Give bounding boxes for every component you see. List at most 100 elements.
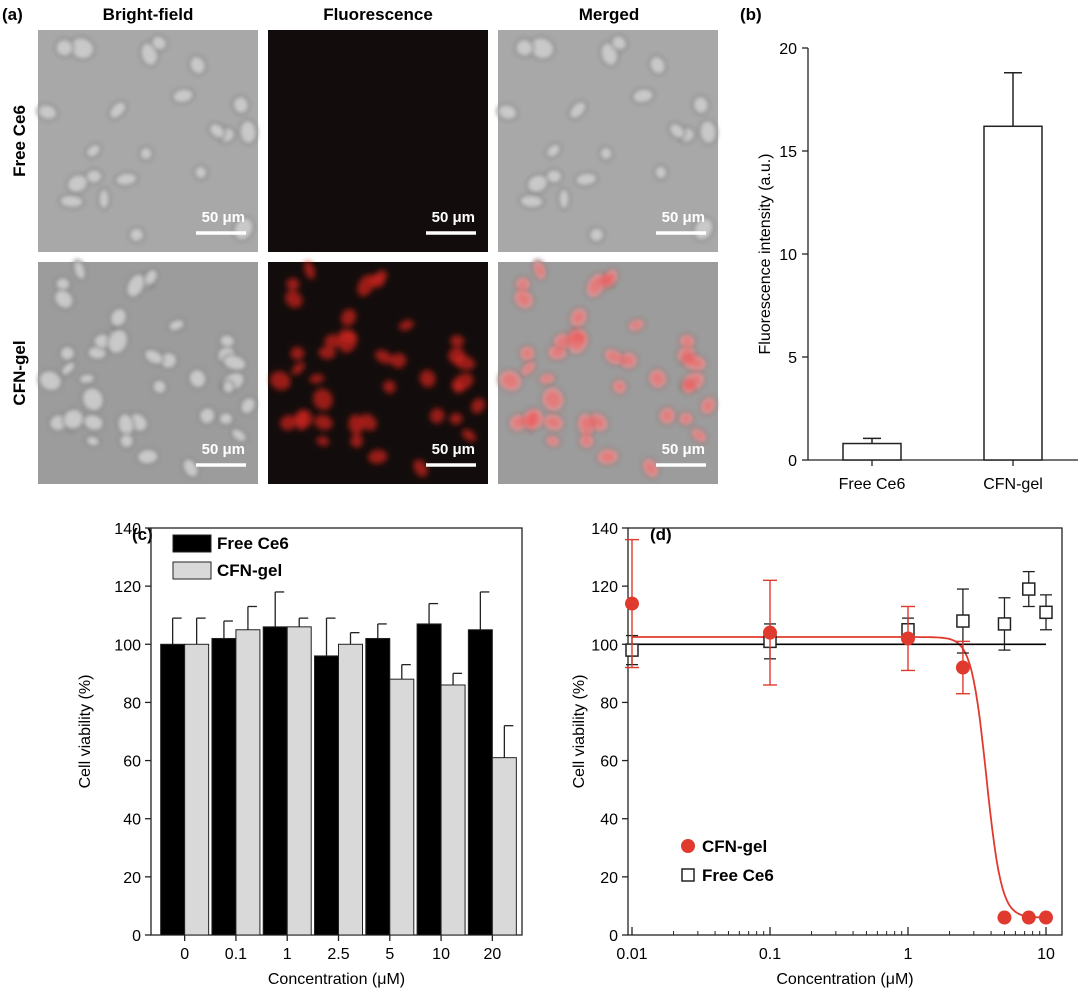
panel-a: (a) Bright-field Fluorescence Merged Fre… [2,5,718,484]
legend-swatch [172,561,212,580]
fluorescence-layer [269,261,485,477]
point-free-ce6 [997,617,1012,631]
fluorescent-cell [324,334,342,348]
scale-bar-label: 50 μm [432,441,475,458]
x-tick-label: 1 [904,946,913,963]
bar-free-ce6 [467,629,493,936]
y-tick-label: 0 [132,928,141,945]
fluorescence-layer [499,261,715,477]
cell [85,434,101,448]
cell [514,38,535,58]
fluorescent-cell [589,413,607,431]
point-cfn-gel [997,910,1012,925]
fluorescent-cell [453,381,464,394]
fluorescent-cell [318,346,336,360]
fluorescent-cell [304,261,316,280]
fluorescent-cell [521,362,535,375]
bar-cfn-gel [286,626,312,936]
fluorescent-cell [383,380,396,394]
fluorescent-cell [309,374,325,384]
panel-b-chart: (b) 0 5 10 15 20 Free Ce6 CFN-gel Fluorescence … [740,5,1078,493]
cell [692,95,710,115]
fluorescent-cell [571,308,587,326]
fluorescent-cell [516,277,530,291]
fluorescent-cell [515,290,533,308]
fluorescent-cell [523,409,543,429]
y-tick-label: 15 [779,144,797,161]
y-tick-label: 60 [123,754,141,771]
point-cfn-gel [625,596,639,611]
cell [574,171,599,187]
scale-bar-label: 50 μm [432,209,475,226]
cell-layer [36,34,258,244]
cell [545,142,562,159]
fluorescent-cell [546,436,560,446]
y-tick-label: 120 [591,579,618,596]
point-free-ce6 [1022,582,1036,596]
bar-cfn-gel [491,757,517,936]
fluorescent-cell [543,388,563,411]
micrograph-cfn-gel-bright: 50 μm [37,259,258,484]
fluorescent-cell [450,335,465,347]
cell [59,345,76,362]
bar-free-ce6 [365,637,391,936]
bar-free-ce6 [314,655,339,936]
legend-label: Free Ce6 [217,534,289,553]
cell [36,103,59,121]
x-axis-title: Concentration (μM) [776,971,913,988]
fluorescent-cell [580,434,594,448]
fluorescent-cell [399,319,414,331]
cell [77,372,96,385]
fluorescent-cell [578,414,594,435]
cell [653,164,668,181]
fluorescent-cell [269,371,291,391]
cell [610,34,628,52]
y-tick-label: 0 [788,453,797,470]
x-tick-label: 0 [180,946,189,963]
scale-bar-label: 50 μm [202,209,245,226]
fluorescent-cell [510,415,527,431]
micrograph-background [268,30,488,252]
cell [222,353,248,372]
legend-swatch [172,534,212,553]
panel-c-label: (c) [132,525,153,544]
fluorescent-cell [629,319,644,331]
fluorescent-cell [649,370,666,388]
fluorescent-cell [605,349,623,364]
fluorescent-cell [374,269,388,285]
fluorescent-cell [338,330,358,353]
fluorescent-cell [313,388,333,411]
y-tick-label: 0 [609,928,618,945]
cell [138,145,154,162]
x-tick-label: 10 [1037,946,1055,963]
cell [668,122,686,140]
fluorescent-cell [290,346,305,361]
scale-bar-label: 50 μm [662,209,705,226]
bar-cfn-gel [338,643,363,936]
cell [631,87,655,104]
fluorescent-cell [539,374,555,384]
y-tick-label: 140 [114,521,141,538]
x-tick-label: CFN-gel [983,476,1043,493]
fluorescent-cell [453,355,476,370]
cell [58,193,85,209]
micrograph-cfn-gel-merged: 50 μm [497,259,718,484]
bar-free-ce6 [842,442,902,461]
fluorescent-cell [499,371,521,391]
x-tick-label: 0.01 [616,946,647,963]
fluorescent-cell [679,412,693,425]
fluorescent-cell [620,353,637,368]
fluorescent-cell [368,449,388,464]
cell [557,187,571,211]
fluorescent-cell [316,436,330,446]
cell [648,55,667,76]
bar-free-ce6 [211,637,237,936]
cell [85,142,102,159]
fluorescent-cell [544,414,563,430]
fluorescent-cell [683,355,706,370]
micrograph-background [498,262,718,484]
cell [221,379,236,395]
cell [81,386,105,413]
cell [118,432,135,450]
cell [60,360,77,377]
